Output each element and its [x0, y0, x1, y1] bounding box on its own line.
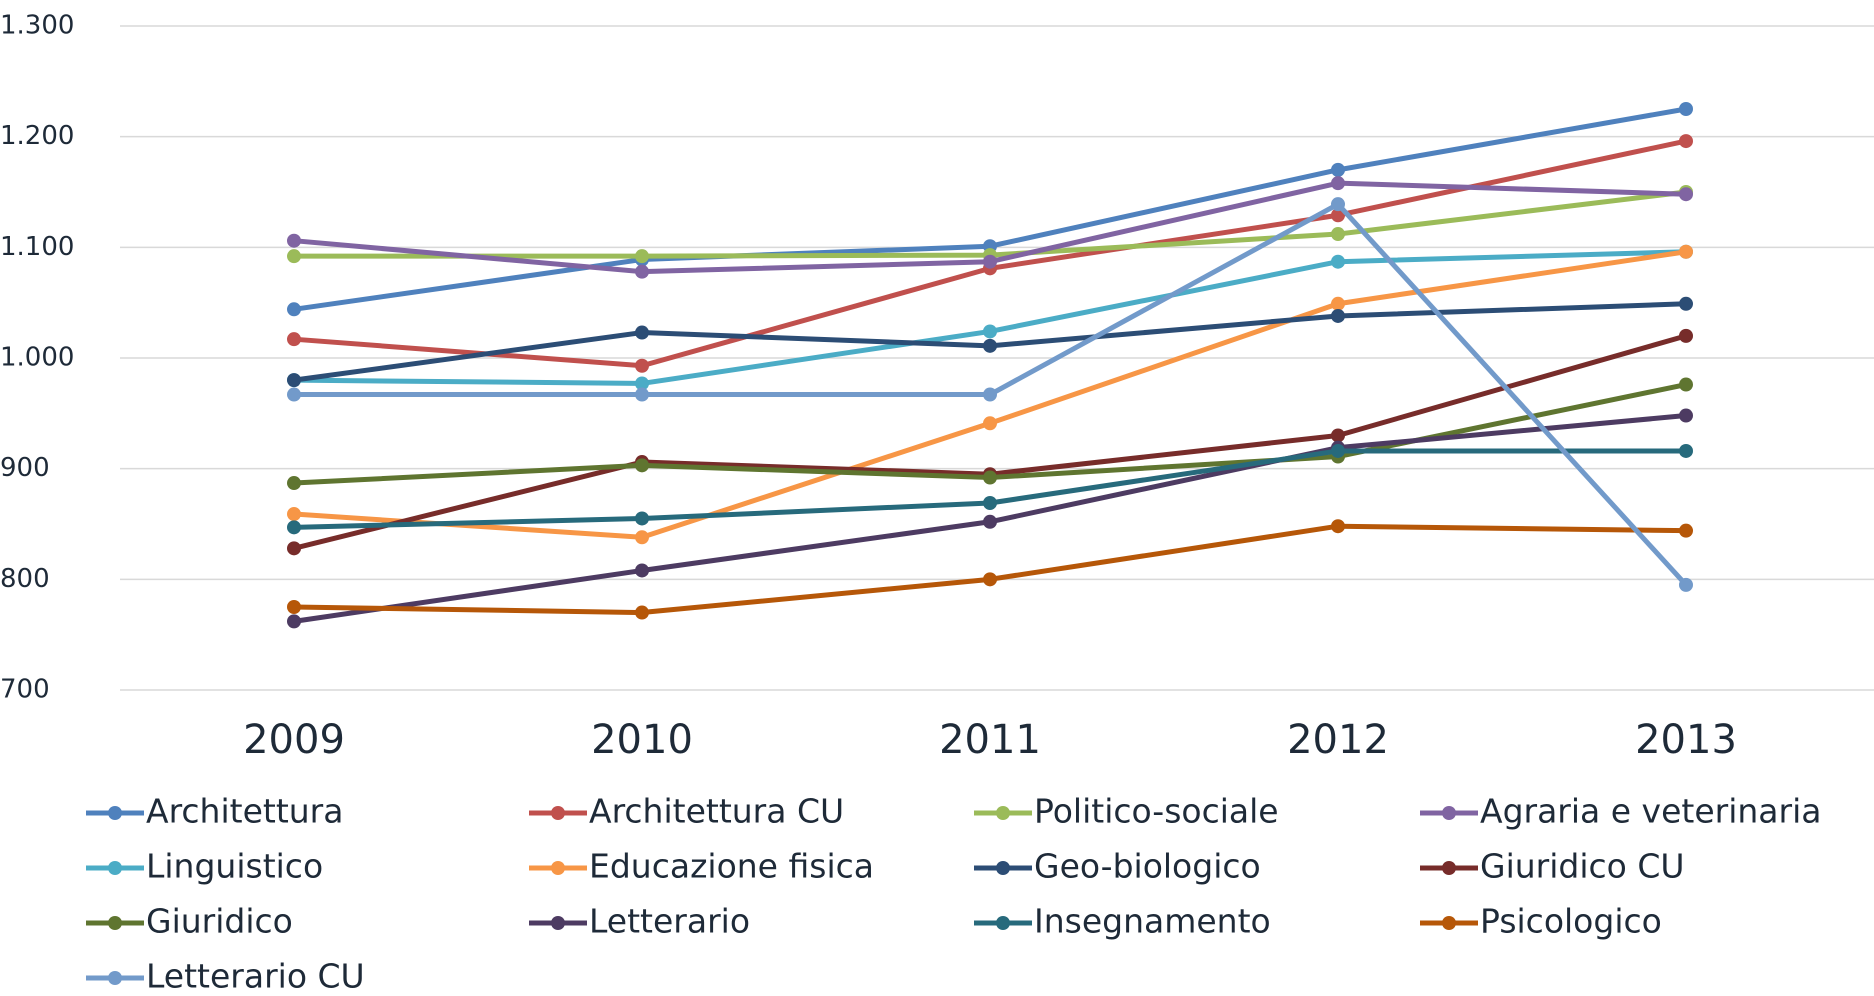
legend-label: Psicologico — [1480, 902, 1662, 941]
legend-marker — [1442, 861, 1456, 875]
data-point — [287, 387, 301, 402]
legend-label: Geo-biologico — [1034, 847, 1261, 886]
data-point — [287, 614, 301, 629]
legend-label: Letterario — [589, 902, 750, 941]
data-point — [287, 507, 301, 522]
y-tick-label: 700 — [0, 675, 50, 705]
data-point — [635, 358, 649, 373]
data-point — [287, 600, 301, 614]
data-point — [287, 302, 301, 317]
legend-label: Giuridico CU — [1480, 847, 1685, 886]
x-tick-label: 2009 — [243, 717, 345, 763]
data-point — [1679, 443, 1693, 458]
data-point — [1679, 577, 1693, 592]
y-tick-label: 800 — [0, 564, 50, 594]
y-tick-label: 900 — [0, 453, 50, 483]
data-point — [635, 458, 649, 473]
series-line — [293, 106, 1687, 312]
legend-label: Insegnamento — [1034, 902, 1271, 941]
data-point — [635, 530, 649, 545]
data-point — [635, 387, 649, 402]
legend-marker — [996, 861, 1010, 875]
data-point — [1331, 296, 1345, 311]
legend-marker — [108, 971, 122, 985]
data-point — [983, 387, 997, 402]
data-point — [983, 514, 997, 529]
data-point — [1331, 162, 1345, 177]
legend-marker — [1442, 806, 1456, 820]
data-point — [1331, 254, 1345, 269]
legend-marker — [551, 916, 565, 930]
y-tick-label: 1.300 — [0, 11, 74, 41]
data-point — [1679, 134, 1693, 149]
data-point — [287, 332, 301, 347]
legend-label: Letterario CU — [146, 957, 365, 996]
y-tick-label: 1.200 — [0, 121, 74, 151]
data-point — [1331, 227, 1345, 242]
data-point — [1679, 244, 1693, 259]
series-line — [293, 523, 1687, 616]
legend-label: Linguistico — [146, 847, 323, 886]
data-point — [983, 254, 997, 269]
legend-label: Architettura — [146, 792, 343, 831]
x-tick-label: 2011 — [939, 717, 1041, 763]
legend-label: Agraria e veterinaria — [1480, 792, 1821, 831]
data-point — [983, 338, 997, 353]
data-point — [1679, 377, 1693, 392]
legend-marker — [108, 916, 122, 930]
x-tick-label: 2010 — [591, 717, 693, 763]
data-point — [983, 324, 997, 339]
x-tick-label: 2013 — [1635, 717, 1737, 763]
legend-label: Architettura CU — [589, 792, 844, 831]
data-point — [983, 416, 997, 431]
data-point — [287, 233, 301, 248]
data-point — [635, 264, 649, 279]
data-point — [635, 511, 649, 526]
data-point — [635, 563, 649, 578]
legend-marker — [996, 916, 1010, 930]
data-point — [287, 520, 301, 535]
data-point — [635, 605, 649, 620]
data-point — [983, 470, 997, 485]
data-point — [1331, 443, 1345, 458]
x-tick-label: 2012 — [1287, 717, 1389, 763]
data-point — [1679, 187, 1693, 202]
data-point — [287, 249, 301, 264]
data-point — [1331, 308, 1345, 323]
data-point — [635, 249, 649, 264]
data-point — [287, 373, 301, 388]
data-point — [1331, 197, 1345, 212]
legend-marker — [108, 806, 122, 820]
legend-marker — [551, 861, 565, 875]
data-point — [635, 376, 649, 391]
legend-marker — [1442, 916, 1456, 930]
data-point — [1331, 519, 1345, 534]
data-point — [983, 495, 997, 510]
data-point — [635, 325, 649, 340]
legend-marker — [551, 806, 565, 820]
legend-label: Giuridico — [146, 902, 293, 941]
data-point — [1331, 208, 1345, 223]
data-point — [1679, 523, 1693, 538]
data-point — [1679, 408, 1693, 423]
data-point — [1331, 428, 1345, 443]
data-point — [287, 541, 301, 556]
legend-marker — [108, 861, 122, 875]
legend-label: Educazione fisica — [589, 847, 874, 886]
data-point — [983, 572, 997, 587]
y-tick-label: 1.000 — [0, 343, 74, 373]
y-tick-label: 1.100 — [0, 232, 74, 262]
data-point — [287, 476, 301, 491]
legend-marker — [996, 806, 1010, 820]
data-point — [1679, 296, 1693, 311]
data-point — [1679, 102, 1693, 116]
data-point — [1679, 328, 1693, 343]
legend-label: Politico-sociale — [1034, 792, 1279, 831]
data-point — [1331, 176, 1345, 191]
